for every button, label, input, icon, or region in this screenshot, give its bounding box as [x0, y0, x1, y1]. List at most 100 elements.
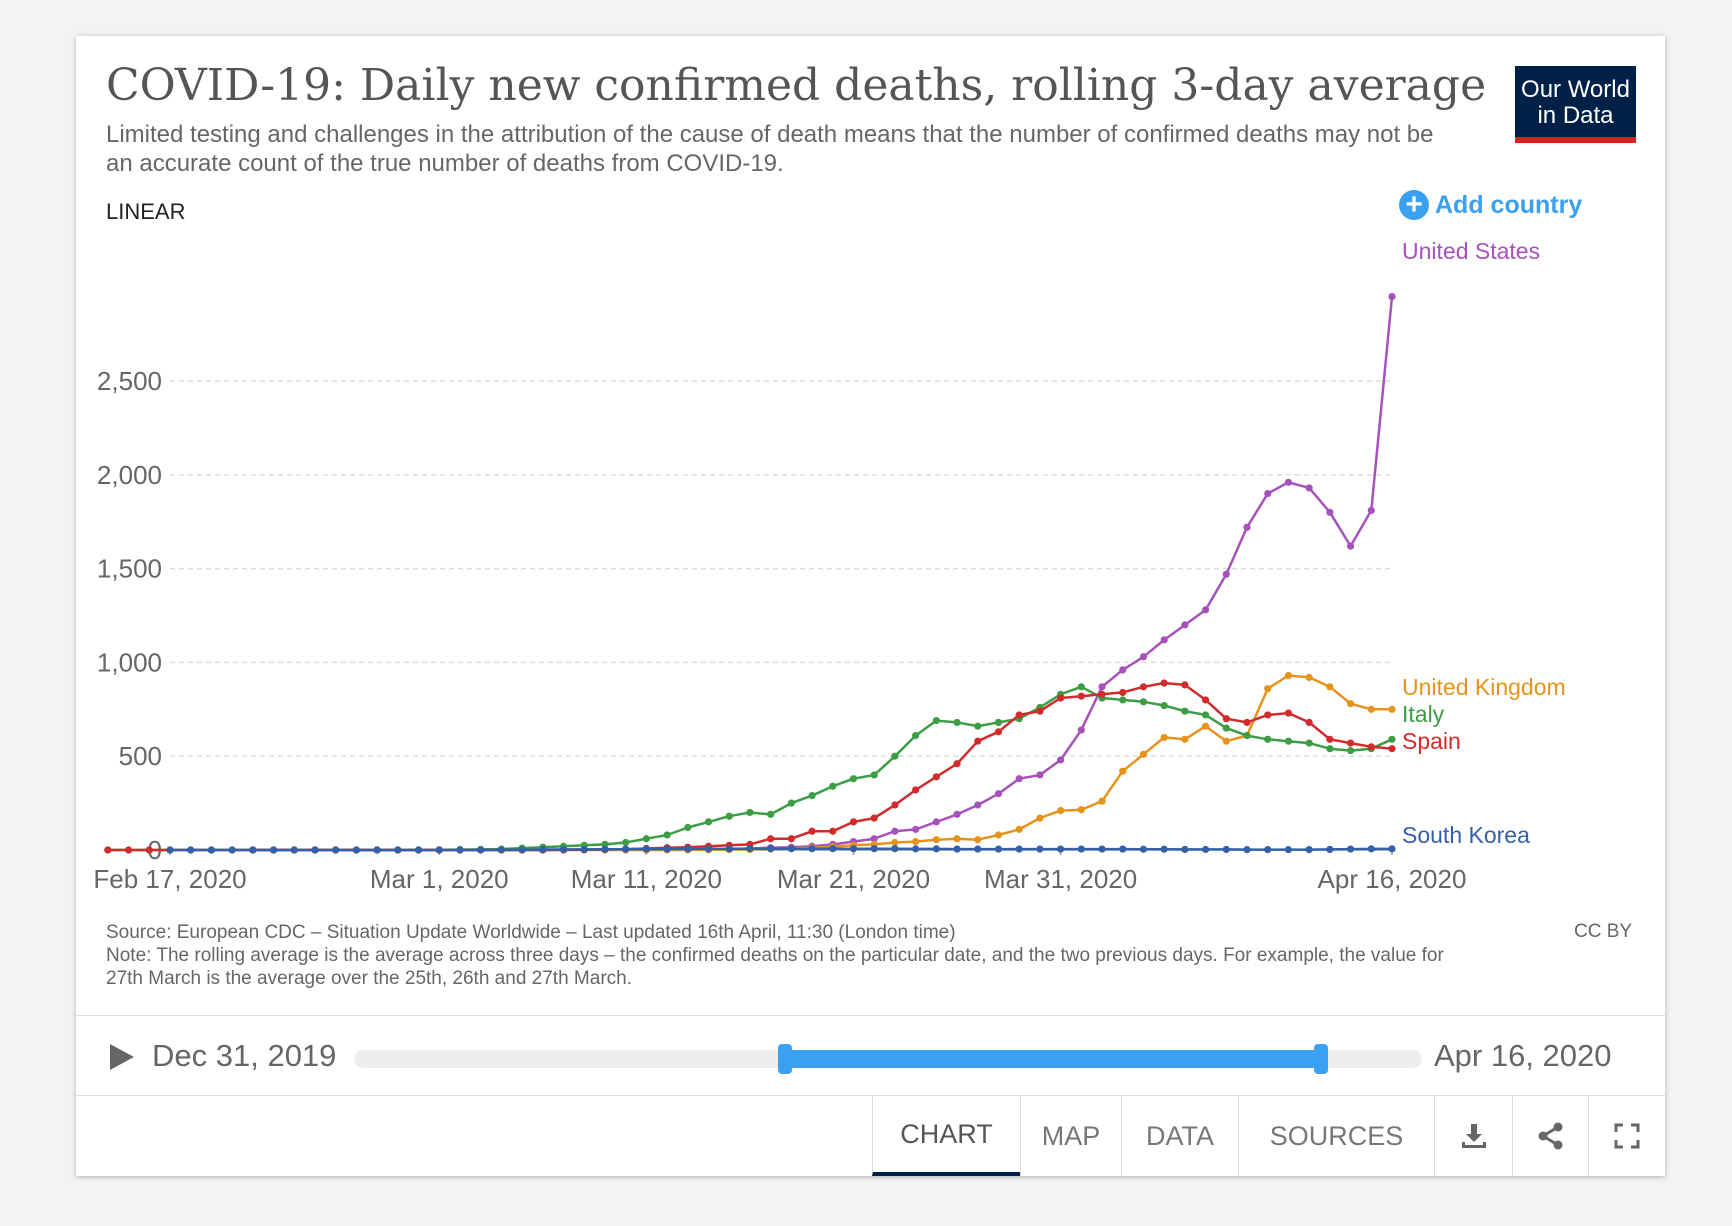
data-point [953, 760, 961, 768]
data-point [187, 846, 195, 854]
timeline-track[interactable] [354, 1044, 1422, 1074]
data-point [1367, 506, 1375, 515]
data-point [891, 838, 899, 847]
data-point [663, 831, 671, 839]
data-point [1305, 739, 1313, 747]
data-point [1243, 718, 1251, 727]
data-point [725, 845, 733, 853]
x-tick-label: Mar 31, 2020 [984, 864, 1137, 894]
data-point [994, 845, 1003, 853]
share-button[interactable] [1512, 1096, 1588, 1176]
data-point [953, 718, 961, 727]
data-point [1077, 726, 1085, 734]
data-point [1284, 478, 1293, 486]
data-point [829, 827, 837, 835]
data-point [1160, 636, 1168, 644]
data-point [1201, 845, 1210, 854]
data-point [1326, 683, 1334, 691]
data-point [849, 775, 858, 783]
data-point [1388, 745, 1396, 753]
data-point [1346, 739, 1355, 747]
data-point [912, 786, 920, 794]
data-point [1264, 711, 1272, 719]
data-point [269, 846, 278, 854]
data-point [228, 846, 236, 854]
data-point [746, 845, 754, 853]
data-point [1346, 746, 1355, 755]
data-point [1388, 735, 1396, 743]
plus-icon: + [1399, 190, 1429, 220]
legend-label: Italy [1402, 701, 1445, 727]
data-point [1036, 845, 1044, 853]
data-point [332, 846, 340, 854]
data-point [1160, 733, 1168, 742]
data-point [1077, 683, 1085, 691]
data-point [1057, 845, 1065, 853]
data-point [1284, 846, 1293, 854]
data-point [1367, 705, 1375, 713]
play-icon[interactable] [108, 1042, 136, 1072]
license-link[interactable]: CC BY [1574, 921, 1633, 942]
logo-line-1: Our World [1521, 75, 1630, 103]
data-point [912, 731, 920, 740]
data-point [870, 845, 878, 853]
fullscreen-button[interactable] [1588, 1096, 1665, 1176]
data-point [394, 846, 402, 854]
data-point [1222, 715, 1230, 723]
data-point [1077, 845, 1085, 853]
series-line-italy [107, 685, 1393, 852]
data-point [808, 791, 816, 800]
logo-line-2: in Data [1537, 101, 1614, 129]
data-point [1346, 700, 1355, 708]
timeline-start-label: Dec 31, 2019 [152, 1038, 337, 1073]
download-button[interactable] [1434, 1096, 1512, 1176]
data-point [1305, 846, 1313, 854]
data-point [1036, 814, 1044, 822]
data-point [1201, 722, 1210, 730]
data-point [974, 801, 982, 809]
data-point [953, 835, 961, 843]
data-point [994, 831, 1003, 839]
data-point [1284, 737, 1293, 745]
data-point [932, 818, 940, 826]
data-point [1264, 489, 1272, 498]
tab-map[interactable]: MAP [1020, 1096, 1121, 1176]
data-point [1388, 292, 1396, 301]
timeline-end-handle[interactable] [1313, 1044, 1328, 1074]
data-point [1201, 606, 1210, 614]
data-point [891, 827, 899, 835]
data-point [1181, 735, 1189, 743]
add-country-button[interactable]: + Add country [1399, 190, 1582, 220]
data-point [1326, 745, 1334, 753]
data-point [974, 845, 982, 853]
timeline-start-handle[interactable] [778, 1044, 793, 1074]
data-point [1015, 845, 1023, 853]
data-point [1139, 683, 1148, 691]
data-point [808, 827, 816, 835]
data-point [1305, 718, 1313, 727]
series-line-united-kingdom [252, 674, 1392, 852]
tab-sources[interactable]: SOURCES [1238, 1096, 1434, 1176]
data-point [1057, 694, 1065, 702]
data-point [1160, 845, 1168, 853]
y-tick-label: 2,500 [97, 366, 162, 396]
legend-label: South Korea [1402, 822, 1530, 848]
x-tick-label: Apr 16, 2020 [1318, 864, 1467, 894]
data-point [1015, 711, 1023, 719]
data-point [1222, 737, 1230, 745]
data-point [1036, 771, 1044, 779]
tab-chart[interactable]: CHART [872, 1096, 1020, 1176]
data-point [207, 846, 216, 854]
owid-logo[interactable]: Our World in Data [1515, 66, 1636, 143]
data-point [870, 835, 878, 843]
data-point [684, 823, 692, 832]
x-tick-label: Mar 21, 2020 [777, 864, 930, 894]
scale-toggle[interactable]: LINEAR [106, 199, 186, 224]
data-point [808, 845, 816, 853]
x-tick-label: Mar 11, 2020 [571, 864, 722, 894]
data-point [1222, 845, 1230, 854]
tab-data[interactable]: DATA [1121, 1096, 1238, 1176]
data-point [1057, 807, 1065, 815]
series-line-united-states [252, 296, 1394, 852]
data-point [974, 722, 982, 730]
